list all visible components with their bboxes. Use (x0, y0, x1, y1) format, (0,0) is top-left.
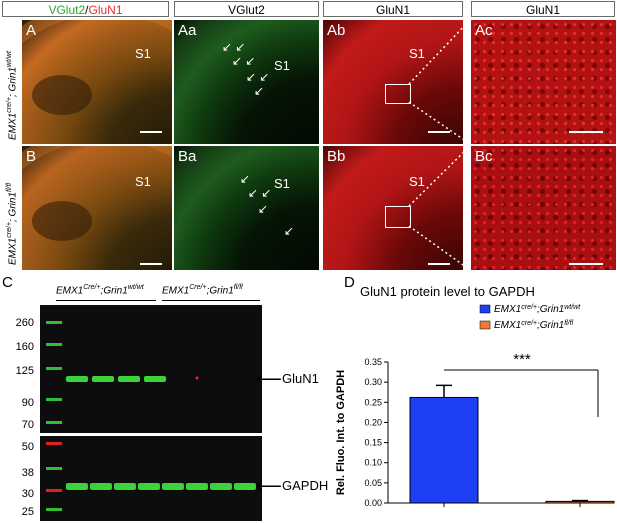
panel-bb-image: Bb S1 (323, 146, 463, 270)
panel-ba-label: Ba (178, 148, 197, 165)
bar (409, 396, 479, 504)
marker-25: 25 (21, 506, 34, 518)
blot-group2-line (162, 300, 260, 301)
arrow-icon: ↙ ↙ (248, 186, 272, 200)
panel-bb-scalebar (428, 263, 450, 265)
header-glun1-text: GluN1 (88, 3, 123, 17)
panel-ba-s1: S1 (274, 176, 290, 191)
marker-70: 70 (21, 419, 34, 431)
marker-160: 160 (15, 341, 34, 353)
arrow-left-icon: ⟵ (256, 369, 282, 389)
arrow-icon: ↙ (254, 84, 265, 98)
header-vglut2-text: VGlut2 (48, 3, 86, 17)
marker-50: 50 (21, 441, 34, 453)
bar (545, 500, 615, 504)
header-ac: GluN1 (471, 1, 615, 17)
header-ab: GluN1 (323, 1, 463, 17)
band-label-gapdh: GAPDH (282, 478, 329, 493)
significance-stars: *** (513, 351, 531, 368)
hippocampus-shape (32, 201, 92, 241)
chart-title: GluN1 protein level to GAPDH (360, 284, 535, 299)
panel-b-label: B (26, 148, 37, 165)
bar-chart: EMX1cre/+;Grin1wt/wt EMX1cre/+;Grin1fl/fl… (335, 304, 615, 508)
blot-group1-line (56, 300, 156, 301)
y-axis-label: Rel. Fluo. Int. to GAPDH (335, 370, 347, 495)
panel-c-label: C (2, 274, 13, 291)
panel-a-label: A (26, 22, 37, 39)
arrow-icon: ↙ (284, 224, 295, 238)
panel-a-s1: S1 (135, 46, 151, 61)
panel-ac-image: Ac (471, 20, 616, 144)
legend-swatch (479, 304, 491, 314)
legend-swatch (479, 320, 491, 330)
panel-aa-image: Aa S1 ↙ ↙ ↙ ↙ ↙ ↙ ↙ (174, 20, 319, 144)
arrow-icon: ↙ (258, 202, 269, 216)
header-a: VGlut2/GluN1 (2, 1, 169, 17)
legend-label: EMX1cre/+;Grin1fl/fl (494, 320, 574, 332)
panel-ba-image: Ba S1 ↙ ↙ ↙ ↙ ↙ (174, 146, 319, 270)
marker-90: 90 (21, 397, 34, 409)
zoom-lines (0, 0, 617, 290)
panel-bc-image: Bc (471, 146, 616, 270)
panel-ac-label: Ac (475, 22, 493, 39)
legend-label: EMX1cre/+;Grin1wt/wt (494, 304, 581, 316)
arrow-icon: ↙ ↙ (232, 54, 256, 68)
western-blot (40, 305, 262, 521)
panel-d-label: D (344, 274, 355, 291)
blot-group1-label: EMX1Cre/+;Grin1wt/wt (56, 284, 144, 297)
panel-b-image: B S1 (22, 146, 172, 270)
panel-a-scalebar (140, 131, 162, 133)
panel-bb-label: Bb (327, 148, 346, 165)
panel-ab-label: Ab (327, 22, 346, 39)
panel-ac-scalebar (569, 131, 603, 133)
y-tick-label: 0.10 (364, 458, 382, 468)
panel-ab-image: Ab S1 (323, 20, 463, 144)
arrow-left-icon: ⟵ (256, 476, 282, 496)
y-tick-label: 0.15 (364, 438, 382, 448)
panel-b-scalebar (140, 263, 162, 265)
y-tick-label: 0.20 (364, 417, 382, 427)
arrow-icon: ↙ ↙ (222, 40, 246, 54)
hippocampus-shape (32, 75, 92, 115)
panel-ab-s1: S1 (409, 46, 425, 61)
header-aa: VGlut2 (174, 1, 319, 17)
arrow-icon: ↙ (240, 172, 251, 186)
header-sep: / (85, 3, 89, 17)
zoom-box (385, 84, 411, 104)
panel-aa-label: Aa (178, 22, 197, 39)
marker-38: 38 (21, 467, 34, 479)
arrow-icon: ↙ ↙ (246, 70, 270, 84)
y-tick-label: 0.00 (364, 498, 382, 508)
marker-30: 30 (21, 488, 34, 500)
panel-b-s1: S1 (135, 174, 151, 189)
zoom-box (385, 206, 411, 228)
blot-group2-label: EMX1Cre/+;Grin1fl/fl (162, 284, 243, 297)
panel-bc-scalebar (569, 263, 603, 265)
y-tick-label: 0.05 (364, 478, 382, 488)
band-label-glun1: GluN1 (282, 371, 319, 386)
y-tick-label: 0.30 (364, 377, 382, 387)
marker-125: 125 (15, 365, 34, 377)
panel-bc-label: Bc (475, 148, 493, 165)
y-tick-label: 0.25 (364, 397, 382, 407)
panel-bb-s1: S1 (409, 174, 425, 189)
marker-260: 260 (15, 317, 34, 329)
panel-ab-scalebar (428, 131, 450, 133)
y-tick-label: 0.35 (364, 357, 382, 367)
panel-a-image: A S1 (22, 20, 172, 144)
panel-aa-s1: S1 (274, 58, 290, 73)
